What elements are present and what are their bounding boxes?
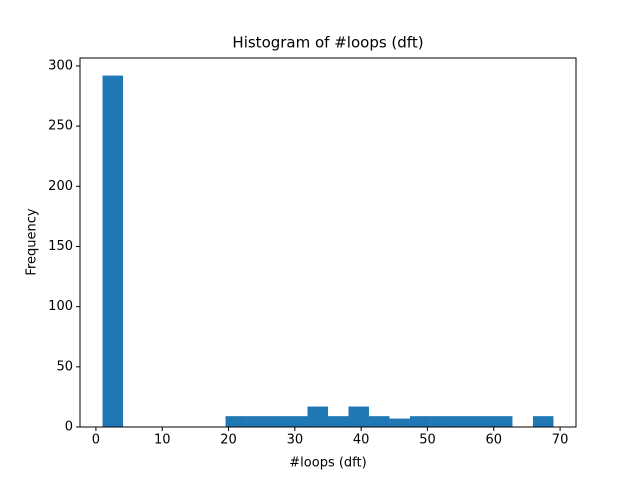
bar xyxy=(246,416,267,427)
x-tick-label: 70 xyxy=(552,433,569,448)
bar xyxy=(307,406,328,427)
x-tick-label: 50 xyxy=(419,433,436,448)
bar xyxy=(471,416,492,427)
y-tick-label: 50 xyxy=(56,359,73,374)
x-tick-label: 0 xyxy=(92,433,100,448)
bar xyxy=(225,416,247,427)
bar xyxy=(328,416,349,427)
bar xyxy=(102,75,124,428)
y-tick-label: 250 xyxy=(48,119,73,134)
bar xyxy=(287,416,308,427)
bar xyxy=(451,416,472,427)
bar xyxy=(532,416,554,427)
y-tick-label: 100 xyxy=(48,299,73,314)
x-tick-label: 60 xyxy=(486,433,503,448)
chart-title: Histogram of #loops (dft) xyxy=(232,34,423,52)
bar xyxy=(409,416,431,427)
y-tick-label: 0 xyxy=(65,420,73,435)
y-tick-label: 150 xyxy=(48,239,73,254)
x-tick-label: 40 xyxy=(353,433,370,448)
bar xyxy=(430,416,452,427)
bar xyxy=(491,416,513,427)
bar xyxy=(266,416,288,427)
y-axis-label: Frequency xyxy=(25,208,40,275)
y-tick-label: 300 xyxy=(48,58,73,73)
bar xyxy=(389,418,410,427)
plot-frame xyxy=(79,57,577,428)
x-tick-label: 10 xyxy=(154,433,171,448)
x-tick-label: 30 xyxy=(287,433,304,448)
bar xyxy=(348,406,369,427)
bar xyxy=(368,416,390,427)
y-tick-label: 200 xyxy=(48,179,73,194)
x-axis-label: #loops (dft) xyxy=(289,456,366,471)
x-tick-label: 20 xyxy=(220,433,237,448)
